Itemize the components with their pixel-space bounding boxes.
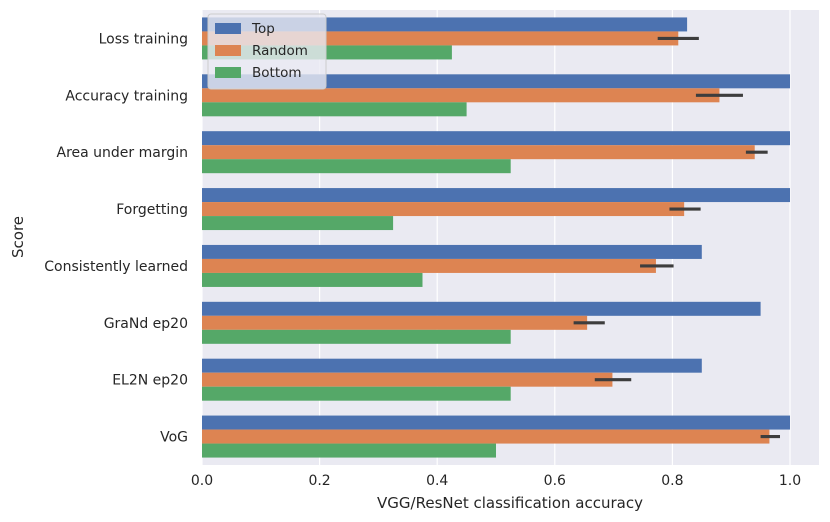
bar-top bbox=[202, 244, 702, 259]
x-tick-label: 0.4 bbox=[426, 473, 448, 489]
y-tick-label: Area under margin bbox=[57, 145, 189, 161]
bar-top bbox=[202, 301, 761, 316]
bar-top bbox=[202, 188, 790, 203]
bar-bottom bbox=[202, 386, 511, 401]
x-tick-label: 0.2 bbox=[308, 473, 330, 489]
bar-random bbox=[202, 315, 588, 330]
bar-top bbox=[202, 74, 790, 89]
legend: Top Random Bottom bbox=[207, 13, 327, 90]
bar-bottom bbox=[202, 159, 511, 174]
x-tick-label: 0.8 bbox=[661, 473, 683, 489]
x-axis-title: VGG/ResNet classification accuracy bbox=[377, 494, 643, 512]
x-tick-label: 1.0 bbox=[779, 473, 801, 489]
y-tick-label: Forgetting bbox=[116, 202, 188, 218]
bar-bottom bbox=[202, 272, 423, 287]
bar-bottom bbox=[202, 329, 511, 344]
bar-top bbox=[202, 415, 790, 430]
y-tick-label: EL2N ep20 bbox=[112, 373, 188, 389]
bar-bottom bbox=[202, 443, 496, 458]
bar-random bbox=[202, 258, 656, 273]
bar-random bbox=[202, 202, 685, 217]
y-tick-label: GraNd ep20 bbox=[104, 316, 188, 332]
legend-swatch-random bbox=[215, 45, 241, 56]
y-tick-label: Loss training bbox=[99, 31, 188, 47]
x-tick-labels: 0.0 0.2 0.4 0.6 0.8 1.0 bbox=[191, 473, 801, 489]
bar-random bbox=[202, 372, 613, 387]
legend-swatch-bottom bbox=[215, 67, 241, 78]
y-tick-label: Accuracy training bbox=[65, 88, 188, 104]
y-axis-title: Score bbox=[9, 216, 27, 258]
bar-bottom bbox=[202, 102, 467, 117]
bar-random bbox=[202, 429, 770, 444]
legend-swatch-top bbox=[215, 23, 241, 34]
legend-label-top: Top bbox=[251, 21, 275, 37]
error-bars bbox=[573, 36, 781, 439]
bar-top bbox=[202, 358, 702, 373]
y-tick-labels: Loss training Accuracy training Area under… bbox=[44, 31, 188, 445]
x-tick-label: 0.0 bbox=[191, 473, 213, 489]
legend-label-bottom: Bottom bbox=[252, 65, 302, 81]
x-tick-label: 0.6 bbox=[544, 473, 566, 489]
y-tick-label: VoG bbox=[160, 430, 188, 446]
legend-label-random: Random bbox=[252, 43, 308, 59]
bar-random bbox=[202, 145, 755, 160]
bar-top bbox=[202, 131, 790, 146]
y-tick-label: Consistently learned bbox=[44, 259, 188, 275]
bar-bottom bbox=[202, 216, 394, 231]
bar-random bbox=[202, 88, 720, 103]
